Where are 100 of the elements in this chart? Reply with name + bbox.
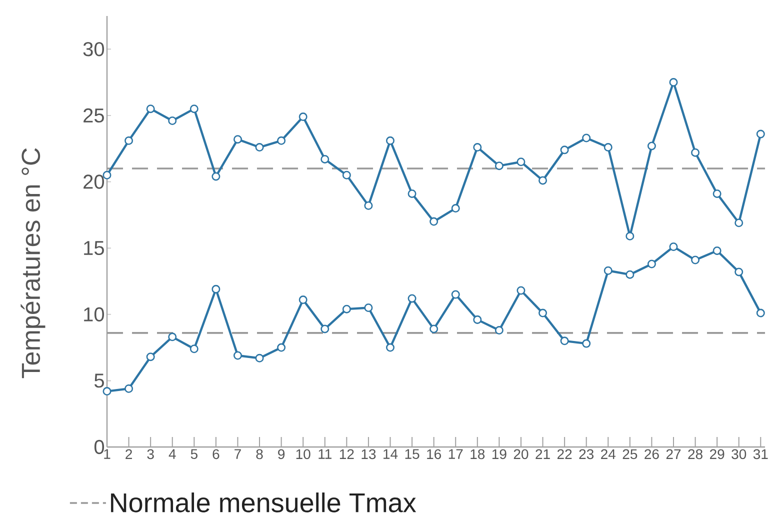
- point: [756, 130, 765, 138]
- x-tick-label: 15: [405, 449, 420, 459]
- point: [451, 204, 460, 213]
- x-tick-label: 25: [622, 449, 638, 460]
- point: [604, 143, 612, 152]
- x-tick-label: 7: [234, 449, 241, 459]
- point: [473, 143, 482, 152]
- point: [102, 170, 112, 180]
- point: [168, 116, 177, 126]
- point: [277, 343, 286, 352]
- y-tick-label: 5: [94, 374, 104, 388]
- point: [451, 290, 460, 299]
- point: [124, 384, 134, 393]
- point: [190, 344, 198, 354]
- point: [712, 189, 722, 198]
- point: [233, 135, 242, 144]
- x-tick-label: 20: [514, 449, 528, 460]
- point: [516, 158, 526, 166]
- point: [560, 336, 569, 346]
- point: [712, 246, 722, 255]
- point: [408, 294, 416, 303]
- x-tick-label: 3: [147, 449, 154, 460]
- point: [190, 104, 198, 114]
- x-tick-label: 30: [732, 449, 746, 460]
- x-tick-label: 5: [190, 449, 198, 459]
- x-tick-label: 24: [601, 449, 616, 459]
- point: [233, 351, 242, 360]
- point: [691, 148, 700, 157]
- y-tick-label: 0: [94, 440, 104, 454]
- point: [538, 176, 548, 185]
- point: [102, 387, 112, 396]
- x-tick-label: 27: [666, 449, 681, 459]
- point: [320, 154, 330, 164]
- point: [538, 308, 548, 318]
- x-tick-label: 22: [557, 449, 572, 459]
- point: [647, 142, 656, 150]
- x-tick-label: 8: [256, 449, 263, 460]
- x-tick-label: 29: [710, 449, 724, 460]
- x-tick-label: 18: [470, 449, 485, 460]
- point: [430, 324, 438, 334]
- point: [582, 339, 591, 348]
- point: [691, 256, 700, 264]
- x-tick-label: 10: [296, 449, 310, 460]
- point: [146, 104, 155, 114]
- y-tick-label: 20: [84, 174, 104, 189]
- point: [168, 332, 177, 342]
- x-tick-label: 28: [688, 449, 702, 460]
- x-tick-label: 21: [536, 449, 550, 459]
- y-tick-label: 25: [84, 108, 104, 123]
- point: [386, 136, 394, 145]
- point: [430, 217, 438, 226]
- x-tick-label: 14: [384, 449, 398, 459]
- point: [647, 260, 656, 268]
- x-tick-label: 9: [278, 449, 285, 460]
- point: [277, 136, 286, 145]
- point: [255, 354, 264, 362]
- x-tick-label: 13: [362, 449, 376, 460]
- point: [494, 326, 504, 335]
- point: [212, 172, 220, 181]
- point: [124, 136, 134, 145]
- point: [298, 296, 308, 304]
- y-tick-label: 10: [84, 307, 104, 322]
- point: [408, 189, 416, 198]
- point: [582, 134, 591, 142]
- x-tick-label: 26: [644, 449, 659, 460]
- point: [669, 78, 678, 87]
- x-tick-label: 23: [579, 449, 594, 460]
- point: [756, 308, 765, 318]
- y-tick-label: 30: [83, 42, 104, 56]
- point: [734, 268, 744, 276]
- point: [255, 143, 264, 152]
- point: [342, 304, 351, 314]
- point: [669, 242, 678, 251]
- point: [626, 270, 634, 279]
- point: [146, 352, 155, 362]
- point: [364, 304, 373, 312]
- point: [626, 232, 634, 240]
- y-tick-label: 15: [84, 241, 104, 256]
- x-tick-label: 6: [212, 449, 220, 460]
- point: [364, 201, 373, 210]
- point: [298, 112, 308, 122]
- x-tick-label: 31: [753, 449, 768, 460]
- x-tick-label: 17: [448, 449, 463, 459]
- x-tick-label: 2: [126, 449, 132, 459]
- x-tick-label: 16: [427, 449, 441, 460]
- point: [734, 218, 744, 228]
- point: [473, 315, 482, 324]
- x-tick-label: 1: [104, 449, 110, 459]
- point: [604, 266, 612, 275]
- y-axis-title: Températures en °C: [20, 148, 46, 378]
- x-tick-label: 11: [318, 449, 332, 459]
- point: [342, 170, 351, 180]
- x-tick-label: 19: [492, 449, 506, 460]
- point: [516, 286, 526, 295]
- legend-label: Normale mensuelle Tmax: [111, 492, 416, 512]
- point: [494, 162, 504, 170]
- point: [560, 146, 569, 154]
- point: [320, 324, 330, 334]
- point: [212, 284, 220, 294]
- point: [386, 343, 394, 352]
